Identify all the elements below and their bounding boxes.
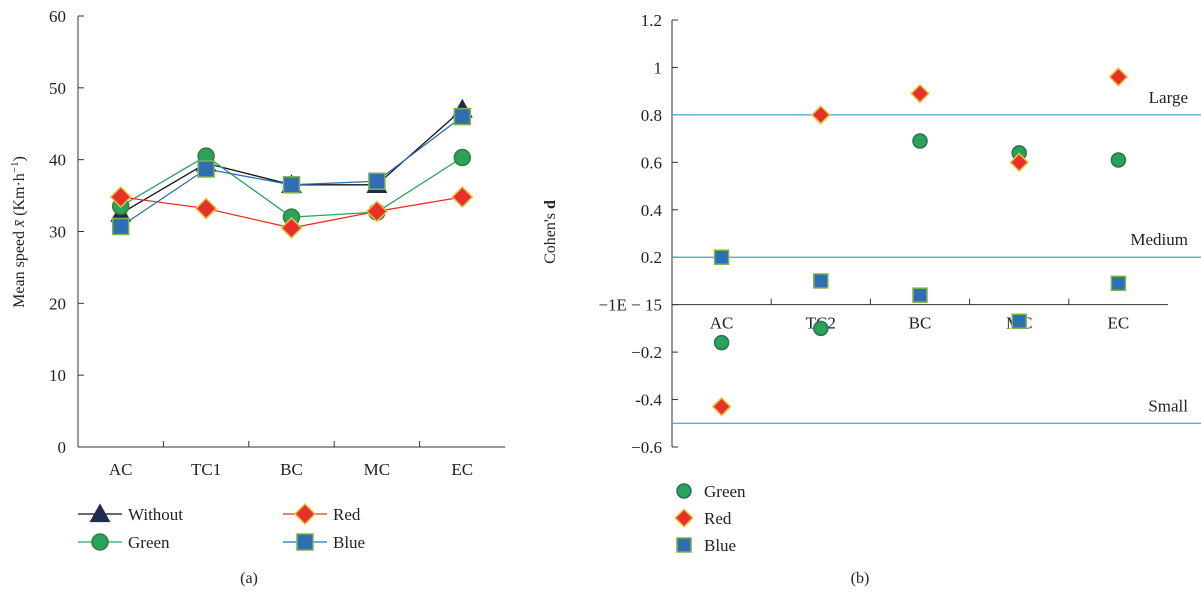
chart-b-point-red <box>711 396 732 417</box>
chart-a-y-tick-label: 30 <box>49 223 66 242</box>
legend-label-blue: Blue <box>333 533 365 552</box>
chart-b-x-tick-label: AC <box>710 314 734 333</box>
chart-b-y-tick-label: 0.6 <box>641 153 662 172</box>
chart-b-y-axis-label: Cohen's d <box>542 200 559 264</box>
chart-b-point-green <box>713 334 730 351</box>
chart-b-x-tick-label: BC <box>909 314 932 333</box>
legend-marker-b-green <box>676 483 692 499</box>
chart-b-point-red <box>910 83 930 104</box>
legend-marker-blue <box>296 533 314 551</box>
chart-a-y-tick-label: 50 <box>49 79 66 98</box>
chart-b-y-tick-label: −1E − 15 <box>598 296 662 315</box>
legend-marker-b-red <box>674 508 694 528</box>
chart-a-point-blue <box>197 160 215 178</box>
chart-a-x-tick-label: BC <box>280 460 303 479</box>
chart-a-mean-speed: 0 10 20 30 40 50 60 AC TC1 BC MC EC Mean speed x̄ (… <box>9 7 505 587</box>
chart-b-point-green <box>1110 152 1127 168</box>
chart-b-point-blue <box>713 249 730 265</box>
chart-a-point-red <box>451 185 474 209</box>
chart-b-point-red <box>810 105 831 125</box>
legend-marker-red <box>293 502 317 526</box>
reference-label-medium: Medium <box>1130 230 1188 249</box>
legend-label-b-blue: Blue <box>704 536 736 555</box>
panel-label-b: (b) <box>851 570 870 587</box>
reference-label-small: Small <box>1148 396 1188 415</box>
chart-a-point-red <box>365 200 388 223</box>
reference-label-large: Large <box>1149 88 1188 107</box>
chart-a-x-tick-label: MC <box>364 460 390 479</box>
chart-a-point-red <box>280 216 303 239</box>
chart-a-y-tick-label: 0 <box>58 438 67 457</box>
chart-a-point-blue <box>368 172 386 190</box>
chart-b-point-red <box>1108 67 1129 87</box>
chart-b-cohens-d: 1.210.80.60.40.2−1E − 15−0.2-0.4−0.6ACTC… <box>542 11 1201 587</box>
legend-marker-b-blue <box>676 537 692 553</box>
chart-b-point-green <box>813 320 829 337</box>
chart-b-point-red <box>1009 152 1030 173</box>
svg-text:Mean speed x̄ (Km·h−1): Mean speed x̄ (Km·h−1) <box>9 156 28 308</box>
chart-b-x-tick-label: EC <box>1108 314 1130 333</box>
chart-b-y-tick-label: 0.4 <box>641 201 663 220</box>
chart-a-x-tick-label: EC <box>451 460 473 479</box>
chart-a-y-tick-label: 60 <box>49 7 66 26</box>
chart-a-legend: Without Green Red Blue <box>78 502 365 552</box>
chart-a-point-red <box>195 197 218 220</box>
chart-a-point-red <box>109 185 132 209</box>
legend-label-b-green: Green <box>704 482 746 501</box>
chart-a-point-blue <box>282 176 301 194</box>
legend-marker-green <box>91 533 109 551</box>
chart-a-y-tick-label: 20 <box>49 294 66 313</box>
chart-b-y-tick-label: −0.2 <box>631 343 662 362</box>
chart-b-legend: Green Red Blue <box>674 482 746 555</box>
chart-a-point-blue <box>111 217 130 236</box>
chart-b-y-tick-label: 1 <box>654 58 663 77</box>
chart-b-axes: 1.210.80.60.40.2−1E − 15−0.2-0.4−0.6ACTC… <box>598 11 1168 457</box>
panel-label-a: (a) <box>240 570 258 587</box>
chart-a-markers <box>109 98 474 239</box>
legend-label-without: Without <box>128 505 183 524</box>
chart-b-point-green <box>912 133 928 149</box>
chart-b-y-tick-label: 0.2 <box>641 248 662 267</box>
chart-b-point-blue <box>813 273 829 289</box>
chart-a-y-tick-label: 40 <box>49 151 66 170</box>
chart-b-y-tick-label: 1.2 <box>641 11 662 30</box>
legend-label-green: Green <box>128 533 170 552</box>
chart-a-x-tick-label: TC1 <box>191 460 221 479</box>
chart-b-y-tick-label: 0.8 <box>641 106 662 125</box>
chart-b-point-blue <box>912 287 928 303</box>
chart-a-axes: 0 10 20 30 40 50 60 AC TC1 BC MC EC <box>49 7 505 479</box>
chart-a-y-axis-label: Mean speed x̄ (Km·h−1) <box>9 156 28 308</box>
chart-a-point-blue <box>453 107 472 126</box>
chart-b-y-tick-label: −0.6 <box>631 438 662 457</box>
chart-a-y-tick-label: 10 <box>49 366 66 385</box>
chart-b-y-tick-label: -0.4 <box>635 391 662 410</box>
chart-b-point-blue <box>1011 313 1027 330</box>
legend-label-b-red: Red <box>704 509 732 528</box>
svg-text:Cohen's d: Cohen's d <box>542 200 559 264</box>
chart-b-reference-lines: Large Medium Small <box>672 88 1201 424</box>
chart-a-x-tick-label: AC <box>109 460 133 479</box>
chart-a-point-green <box>453 148 472 167</box>
legend-marker-without <box>89 503 111 523</box>
chart-b-markers <box>711 67 1129 417</box>
chart-a-series-line-without <box>120 108 463 215</box>
legend-label-red: Red <box>333 505 361 524</box>
chart-b-point-blue <box>1110 275 1127 292</box>
